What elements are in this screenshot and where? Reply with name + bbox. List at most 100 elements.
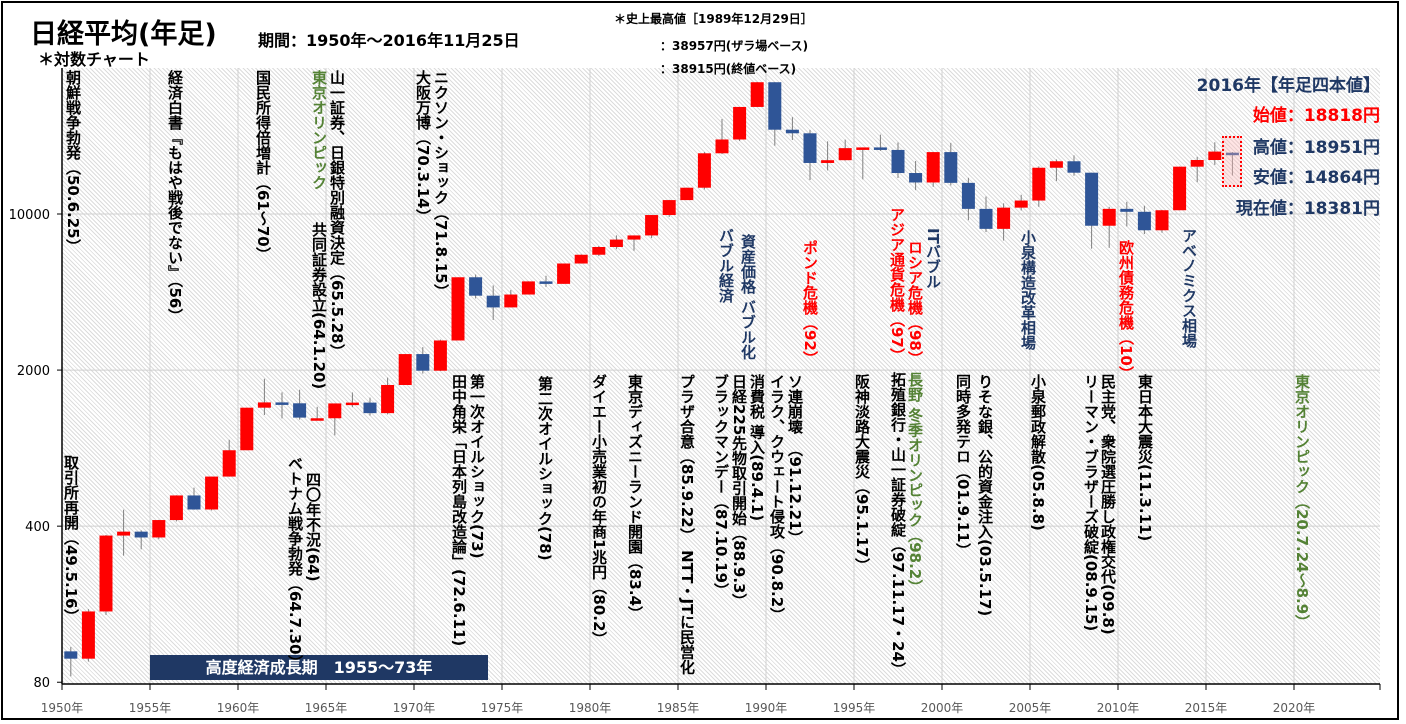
candle-up [627, 235, 641, 240]
candle-up [240, 407, 254, 451]
peak-title: ＊史上最高値［1989年12月29日］ [614, 12, 813, 26]
annotation: 東京ディズニーランド開園（83.4） [626, 374, 644, 622]
candle-up [257, 402, 271, 408]
candle-up [926, 152, 940, 183]
annotation: 第一次オイルショック(73) [468, 374, 486, 559]
era-label: 高度経済成長期 1955～73年 [150, 655, 488, 680]
x-tick-label: 2020年 [1273, 701, 1316, 715]
candle-down [768, 82, 782, 130]
candle-down [486, 295, 500, 308]
candle-up [715, 139, 729, 154]
candle-down [187, 495, 201, 510]
info-open: 始値：18818円 [1252, 106, 1380, 126]
candle-up [1014, 200, 1028, 208]
chart-title: 日経平均(年足) [30, 19, 217, 50]
y-tick-label: 80 [33, 676, 50, 691]
x-tick-label: 1995年 [833, 701, 876, 715]
annotation: 第二次オイルショック(78) [536, 376, 554, 561]
x-tick-label: 1985年 [657, 701, 700, 715]
annotation: 消費税 導入(89.4.1) [748, 374, 766, 522]
annotation: ブラックマンデー（87.10.19） [712, 374, 730, 599]
x-tick-label: 1975年 [481, 701, 524, 715]
annotation: ポンド危機（92） [801, 240, 819, 366]
candle-up [697, 153, 711, 188]
info-low: 安値：14864円 [1252, 168, 1380, 188]
candle-up [733, 106, 747, 140]
candle-up [821, 160, 835, 163]
candle-up [169, 495, 183, 521]
annotation: 東日本大震災(11.3.11) [1136, 374, 1154, 542]
annotation: 経済白書『もはや戦後でない』（56） [166, 70, 184, 324]
x-tick-label: 1965年 [305, 701, 348, 715]
log-chart-note: ＊対数チャート [38, 50, 150, 69]
candle-up [645, 215, 659, 236]
annotation: 田中角栄「日本列島改造論」(72.6.11) [450, 374, 468, 647]
annotation: 同時多発テロ（01.9.11） [954, 374, 972, 558]
annotation: ロシア危機（98） [906, 240, 924, 366]
candle-down [293, 403, 307, 418]
candle-up [1208, 151, 1222, 161]
x-tick-label: 2015年 [1185, 701, 1228, 715]
annotation: ニクソン・ショック（71.8.15） [432, 70, 450, 299]
candle-up [81, 611, 95, 659]
candle-up [433, 340, 447, 371]
candle-up [662, 200, 676, 216]
annotation: アジア通貨危機（97） [888, 207, 906, 363]
annotation: アベノミクス相場 [1180, 228, 1198, 348]
x-tick-label: 1960年 [217, 701, 260, 715]
annotation: 資産価格 バブル化 [739, 234, 757, 360]
current-year-highlight [1222, 136, 1242, 187]
annotation: 東京オリンピック [310, 70, 328, 190]
annotation: 四〇年不況(64) [304, 472, 322, 582]
candle-up [521, 281, 535, 295]
candle-up [205, 476, 219, 510]
candle-down [891, 149, 905, 174]
annotation: 阪神淡路大震災（95.1.17） [853, 374, 871, 573]
info-high: 高値：18951円 [1252, 138, 1380, 158]
candle-up [381, 384, 395, 414]
annotation: ベトナム戦争勃発（64.7.30） [286, 456, 304, 670]
candle-down [1137, 211, 1151, 231]
y-tick-label: 2000 [17, 364, 50, 379]
annotation: 欧州債務危機（10） [1117, 240, 1135, 381]
annotation: ITバブル [924, 228, 942, 289]
candle-down [873, 147, 887, 150]
candle-up [750, 82, 764, 107]
candle-down [416, 354, 430, 371]
y-tick-label: 400 [25, 520, 50, 535]
candle-up [398, 354, 412, 385]
candle-up [1049, 161, 1063, 168]
candle-down [803, 133, 817, 163]
annotation: 山一証券、日銀特別融資決定（65.5.28） [328, 70, 346, 359]
candle-up [310, 418, 324, 421]
annotation: バブル経済 [717, 228, 735, 303]
annotation: プラザ合意（85.9.22） NTT・JTに民営化 [678, 374, 696, 675]
candle-down [909, 173, 923, 183]
candle-up [345, 402, 359, 406]
annotation: 大阪万博（70.3.14） [414, 70, 432, 224]
x-tick-label: 2005年 [1009, 701, 1052, 715]
x-tick-label: 2000年 [921, 701, 964, 715]
annotation: りそな銀、公的資金注入(03.5.17) [976, 374, 994, 617]
candle-down [1085, 172, 1099, 226]
annotation: イラク、クウェート侵攻（90.8.2） [768, 374, 786, 623]
candle-up [1032, 167, 1046, 201]
candle-up [504, 294, 518, 308]
candle-up [1102, 208, 1116, 226]
info-current: 現在値：18381円 [1235, 199, 1380, 219]
candle-up [856, 147, 870, 150]
annotation: ダイエー小売業初の年商1兆円（80.2） [590, 374, 608, 647]
candle-down [1120, 208, 1134, 212]
info-title: 2016年【年足四本値】 [1196, 76, 1380, 96]
plot-area [62, 68, 1380, 684]
candle-up [557, 263, 571, 284]
candle-down [785, 129, 799, 134]
candle-up [574, 254, 588, 264]
annotation: 長野 冬季オリンピック（98.2） [906, 372, 924, 595]
peak-close: ：38915円(終値ベース) [660, 62, 797, 76]
candle-up [451, 277, 465, 341]
annotation: 共同証券設立(64.1.20) [310, 222, 328, 390]
candle-up [328, 403, 342, 419]
